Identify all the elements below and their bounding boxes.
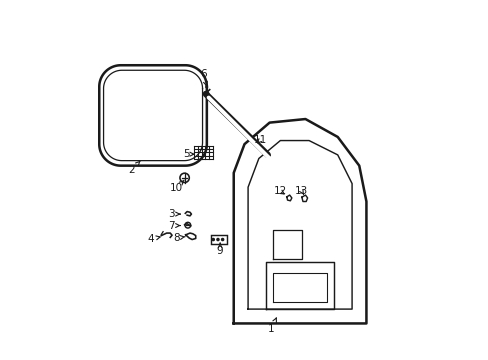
Text: 1: 1 <box>267 318 276 334</box>
Circle shape <box>221 238 223 240</box>
Text: 5: 5 <box>183 149 193 159</box>
Text: 13: 13 <box>295 186 308 197</box>
Text: 4: 4 <box>147 234 160 244</box>
Text: 9: 9 <box>216 243 223 256</box>
Text: 11: 11 <box>253 135 267 145</box>
Circle shape <box>212 238 214 240</box>
Bar <box>210 235 226 244</box>
Circle shape <box>217 238 219 240</box>
Text: 12: 12 <box>273 186 286 197</box>
Text: 7: 7 <box>167 221 180 230</box>
Text: 10: 10 <box>169 180 184 193</box>
Text: 3: 3 <box>167 209 180 219</box>
Text: 6: 6 <box>200 69 207 86</box>
Text: 8: 8 <box>173 233 185 243</box>
Text: 2: 2 <box>128 161 140 175</box>
